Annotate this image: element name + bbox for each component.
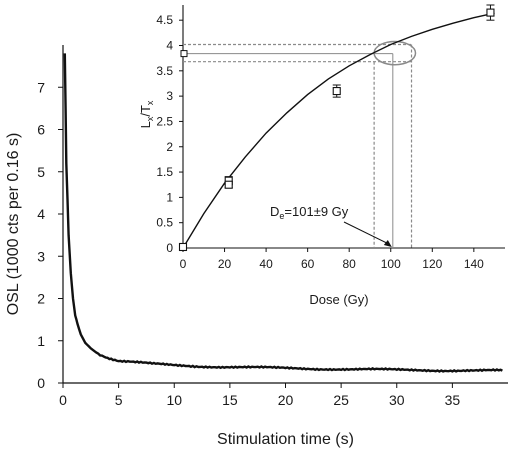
main-y-tick-label: 0 xyxy=(37,375,45,391)
inset-y-tick-label: 3.5 xyxy=(156,64,173,78)
inset-y-tick-label: 4.5 xyxy=(156,13,173,27)
inset-x-tick-label: 20 xyxy=(218,257,232,271)
inset-x-tick-label: 60 xyxy=(301,257,315,271)
inset-background xyxy=(140,0,510,312)
inset-guide-lines xyxy=(183,40,417,248)
inset-y-tick-label: 1 xyxy=(166,190,173,204)
inset-x-tick-label: 120 xyxy=(422,257,442,271)
main-x-tick-label: 10 xyxy=(166,392,182,408)
main-y-tick-label: 1 xyxy=(37,333,45,349)
main-y-tick-label: 6 xyxy=(37,122,45,138)
main-x-tick-label: 35 xyxy=(445,392,461,408)
dose-response-inset: 0 20 40 60 80 100 120 140 00.511.522.533.544.5 … xyxy=(138,0,510,312)
decay-curve-series xyxy=(63,53,503,373)
main-x-ticks: 0 5 10 15 20 25 30 35 xyxy=(59,383,460,408)
main-x-tick-label: 0 xyxy=(59,392,67,408)
data-point xyxy=(332,87,341,96)
inset-y-tick-label: 0 xyxy=(166,241,173,255)
inset-y-tick-label: 4 xyxy=(166,39,173,53)
de-arrow-head xyxy=(383,240,392,247)
inset-x-tick-label: 140 xyxy=(464,257,484,271)
inset-y-tick-label: 2.5 xyxy=(156,114,173,128)
inset-data-points xyxy=(178,4,495,252)
inset-y-axis-label: Lx/Tx xyxy=(138,100,155,128)
inset-y-tick-label: 2 xyxy=(166,140,173,154)
main-y-tick-label: 2 xyxy=(37,291,45,307)
main-x-tick-label: 25 xyxy=(333,392,349,408)
main-y-tick-label: 4 xyxy=(37,206,45,222)
inset-x-tick-label: 0 xyxy=(180,257,187,271)
main-x-tick-label: 5 xyxy=(115,392,123,408)
inset-x-ticks: 0 20 40 60 80 100 120 140 xyxy=(180,248,484,271)
main-x-tick-label: 15 xyxy=(222,392,238,408)
inset-x-tick-label: 100 xyxy=(381,257,401,271)
inset-y-tick-label: 3 xyxy=(166,89,173,103)
inset-x-tick-label: 40 xyxy=(259,257,273,271)
main-y-axis-label: OSL (1000 cts per 0.16 s) xyxy=(5,133,22,316)
natural-signal-point xyxy=(180,50,188,58)
inset-y-tick-label: 0.5 xyxy=(156,216,173,230)
main-y-tick-label: 5 xyxy=(37,164,45,180)
dose-response-fit-line xyxy=(182,12,495,249)
data-point xyxy=(178,242,188,252)
inset-x-axis-label: Dose (Gy) xyxy=(309,292,368,307)
main-y-ticks: 0 1 2 3 4 5 6 7 xyxy=(37,79,63,391)
main-x-tick-label: 30 xyxy=(389,392,405,408)
main-x-tick-label: 20 xyxy=(278,392,294,408)
inset-y-tick-label: 1.5 xyxy=(156,165,173,179)
data-point xyxy=(486,8,495,17)
de-arrow xyxy=(343,221,390,245)
inset-x-tick-label: 80 xyxy=(343,257,357,271)
de-annotation-text: De=101±9 Gy xyxy=(270,204,349,221)
de-annotation: De=101±9 Gy xyxy=(270,204,392,247)
data-point xyxy=(224,180,233,189)
main-y-tick-label: 3 xyxy=(37,248,45,264)
main-y-tick-label: 7 xyxy=(37,79,45,95)
inset-y-ticks: 0 0.5 1 1.5 2 2.5 3 3.5 4 4.5 xyxy=(156,13,183,255)
main-x-axis-label: Stimulation time (s) xyxy=(217,431,354,448)
